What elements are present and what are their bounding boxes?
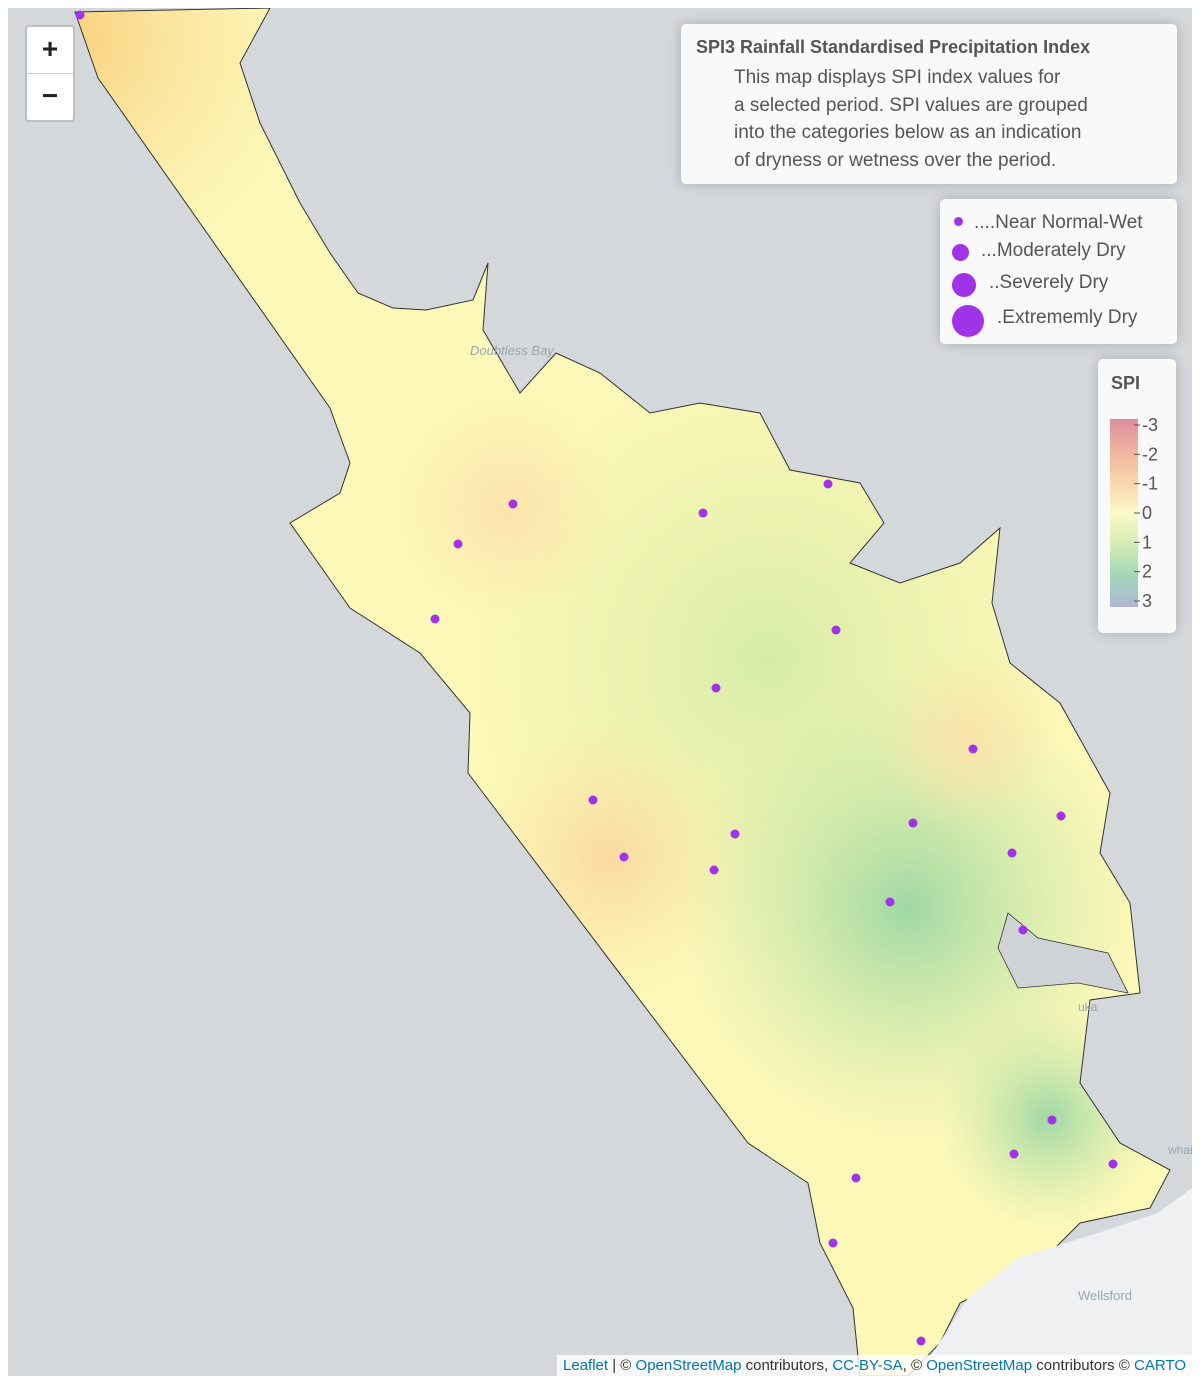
tick-label: 2	[1142, 562, 1152, 582]
tick-label: -1	[1142, 474, 1158, 494]
station-marker[interactable]	[1047, 1115, 1057, 1125]
info-line: of dryness or wetness over the period.	[734, 149, 1057, 171]
link[interactable]: OpenStreetMap	[926, 1357, 1033, 1374]
attr-text: | ©	[608, 1357, 636, 1374]
station-marker[interactable]	[619, 852, 629, 862]
legend-label: ....Near Normal-Wet	[974, 212, 1143, 233]
info-line: into the categories below as an indicati…	[734, 122, 1082, 143]
station-marker[interactable]	[730, 829, 740, 839]
place-label: Doubtless Bay	[470, 343, 555, 358]
info-text: This map displays SPI index values for a …	[734, 64, 1177, 174]
station-marker[interactable]	[711, 683, 721, 693]
spi-title: SPI	[1111, 373, 1141, 393]
tick-label: 1	[1142, 532, 1152, 552]
info-title: SPI3 Rainfall Standardised Precipitation…	[696, 37, 1091, 57]
station-marker[interactable]	[508, 499, 518, 509]
station-marker[interactable]	[828, 1238, 838, 1248]
place-label: uka	[1078, 1000, 1098, 1014]
colorbar: -3 -2 -1 0 1 2 3	[1110, 415, 1158, 611]
station-marker[interactable]	[916, 1336, 926, 1346]
station-marker[interactable]	[1108, 1159, 1118, 1169]
info-line: This map displays SPI index values for	[734, 67, 1061, 88]
tick-label: 3	[1142, 591, 1152, 611]
attribution: Leaflet | © OpenStreetMap contributors, …	[557, 1355, 1192, 1376]
legend-label: ...Moderately Dry	[981, 240, 1126, 261]
station-marker[interactable]	[851, 1173, 861, 1183]
info-line: a selected period. SPI values are groupe…	[734, 94, 1088, 116]
station-marker[interactable]	[831, 625, 841, 635]
attr-text: , ©	[902, 1357, 927, 1374]
place-label: Wellsford	[1078, 1288, 1132, 1303]
colorbar-ramp	[1110, 419, 1138, 607]
legend-dot	[952, 244, 969, 261]
link[interactable]: OpenStreetMap	[635, 1357, 742, 1374]
legend-dot	[954, 217, 963, 226]
info-box: SPI3 Rainfall Standardised Precipitation…	[681, 24, 1177, 184]
zoom-in[interactable]: +	[41, 33, 59, 64]
legend-dot	[952, 273, 976, 297]
station-marker[interactable]	[588, 795, 598, 805]
station-marker[interactable]	[75, 10, 85, 20]
link[interactable]: Leaflet	[563, 1357, 609, 1374]
station-marker[interactable]	[1018, 925, 1028, 935]
zoom-control: + −	[25, 25, 75, 122]
station-marker[interactable]	[968, 744, 978, 754]
attr-text: contributors,	[741, 1357, 833, 1374]
tick-label: -2	[1142, 444, 1158, 464]
estuary	[997, 912, 1129, 994]
station-marker[interactable]	[1009, 1149, 1019, 1159]
station-marker[interactable]	[1007, 848, 1017, 858]
tick-label: 0	[1142, 503, 1152, 523]
link[interactable]: CC-BY-SA	[832, 1357, 903, 1374]
legend-label: .Extrememly Dry	[997, 307, 1138, 328]
station-marker[interactable]	[823, 479, 833, 489]
station-marker[interactable]	[453, 539, 463, 549]
station-marker[interactable]	[709, 865, 719, 875]
auckland-land	[918, 1188, 1192, 1376]
station-marker[interactable]	[908, 818, 918, 828]
legend-dot	[952, 305, 984, 337]
place-label: whai	[1167, 1143, 1192, 1157]
attr-text: contributors ©	[1032, 1357, 1135, 1374]
station-marker[interactable]	[698, 508, 708, 518]
stations	[75, 10, 1118, 1346]
tick-label: -3	[1142, 415, 1158, 435]
station-marker[interactable]	[1056, 811, 1066, 821]
spi-legend: SPI -3 -2 -1 0 1 2 3	[1098, 359, 1176, 633]
station-marker[interactable]	[430, 614, 440, 624]
map[interactable]: Doubtless Bay uka whai Wellsford + − SPI…	[8, 8, 1192, 1376]
legend-label: ..Severely Dry	[989, 272, 1109, 293]
size-legend: ....Near Normal-Wet ...Moderately Dry ..…	[940, 199, 1177, 344]
link[interactable]: CARTO	[1134, 1357, 1186, 1374]
zoom-out[interactable]: −	[27, 73, 73, 120]
station-marker[interactable]	[885, 897, 895, 907]
